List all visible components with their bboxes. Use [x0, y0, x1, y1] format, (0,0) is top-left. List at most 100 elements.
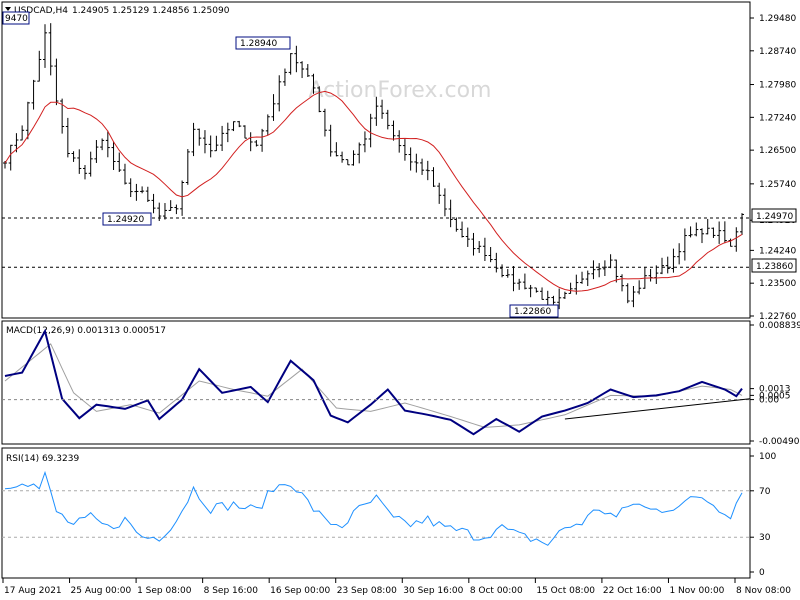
price-bar — [540, 287, 545, 300]
price-bar — [100, 138, 105, 151]
price-bar — [197, 128, 202, 146]
price-bar — [42, 24, 47, 68]
price-axis-label: 1.25740 — [759, 180, 796, 190]
annotation-high-1: 9470 — [2, 11, 30, 25]
price-bar — [134, 183, 139, 201]
price-bar — [20, 125, 25, 141]
price-bar — [334, 142, 339, 157]
price-bar — [322, 108, 327, 137]
price-bar — [168, 200, 173, 211]
price-bar — [477, 241, 482, 253]
macd-axis-label: 0.0005 — [759, 391, 791, 401]
price-bar — [77, 149, 82, 174]
rsi-axis-label: 0 — [759, 568, 765, 578]
header-symbol: USDCAD,H4 — [14, 6, 68, 16]
macd-axis-label: -0.004907 — [759, 437, 800, 447]
time-axis-label: 15 Oct 08:00 — [536, 586, 595, 596]
price-bar — [380, 99, 385, 119]
price-axis-label: 1.27980 — [759, 81, 796, 91]
price-bar — [122, 163, 127, 185]
price-bar — [231, 121, 236, 132]
price-bar — [414, 153, 419, 173]
support-price-tag: 1.23860 — [751, 258, 797, 273]
price-bar — [597, 263, 602, 278]
price-bar — [705, 218, 710, 235]
price-bar — [648, 268, 653, 282]
price-bar — [220, 125, 225, 151]
price-bar — [105, 130, 110, 158]
price-bar — [191, 122, 196, 157]
macd-title: MACD(12,26,9) 0.001313 0.000517 — [6, 326, 166, 336]
rsi-axis-label: 70 — [759, 487, 771, 497]
price-bar — [385, 109, 390, 130]
price-bar — [740, 213, 744, 235]
annotation-low-1-box — [102, 212, 152, 226]
macd-panel: MACD(12,26,9) 0.001313 0.000517 0.008839… — [1, 320, 800, 447]
price-bar — [591, 260, 596, 280]
price-bar — [488, 246, 493, 263]
price-bar — [71, 151, 76, 162]
price-bar — [482, 237, 487, 262]
price-bar — [631, 285, 636, 308]
price-bar — [682, 228, 687, 261]
price-bar — [145, 186, 150, 203]
rsi-line — [4, 470, 743, 546]
price-bar — [620, 274, 625, 292]
annotation-high-2-label: 1.28940 — [240, 39, 277, 49]
price-bar — [522, 273, 527, 290]
watermark: ActionForex.com — [309, 78, 492, 103]
price-bar — [37, 50, 42, 82]
price-bar — [448, 199, 453, 228]
price-bar — [374, 96, 379, 126]
price-bar — [162, 203, 167, 220]
annotation-high-2-box — [235, 36, 291, 50]
price-bar — [351, 150, 356, 166]
price-bar — [111, 141, 116, 171]
rsi-title: RSI(14) 69.3239 — [6, 454, 79, 464]
price-bar — [260, 128, 265, 152]
price-bar — [254, 140, 259, 147]
price-bar — [660, 257, 665, 275]
price-axis-label: 1.26500 — [759, 146, 796, 156]
price-bar — [568, 282, 573, 294]
collapse-arrow-icon[interactable] — [5, 7, 11, 11]
price-axis: 1.29480 1.28740 1.27980 1.27240 1.26500 1.257… — [750, 14, 796, 322]
time-axis-label: 16 Sep 00:00 — [270, 586, 330, 596]
price-bar — [437, 182, 442, 204]
price-bar — [625, 283, 630, 304]
annotation-high-2: 1.28940 — [235, 36, 291, 50]
price-bar — [357, 142, 362, 164]
annotation-high-1-label: 9470 — [5, 14, 28, 24]
header-ohlc: 1.24905 1.25129 1.24856 1.25090 — [72, 6, 230, 16]
time-axis: 17 Aug 2021 25 Aug 00:00 1 Sep 08:00 8 Sep … — [2, 578, 791, 596]
price-bar — [494, 252, 499, 273]
price-bar — [551, 295, 556, 305]
price-bar — [248, 132, 253, 152]
time-axis-label: 1 Sep 08:00 — [137, 586, 192, 596]
annotation-low-2-box — [509, 304, 559, 318]
header-title: USDCAD,H4 1.24905 1.25129 1.24856 1.25090 — [14, 6, 230, 16]
support-price-label: 1.23860 — [756, 262, 793, 272]
price-bar — [328, 124, 333, 157]
price-bar — [82, 165, 87, 180]
price-axis-label: 1.27240 — [759, 113, 796, 123]
rsi-panel-frame — [1, 447, 751, 579]
price-bar — [728, 238, 733, 247]
rsi-axis-label: 100 — [759, 452, 776, 462]
price-bar — [88, 151, 93, 177]
price-bar — [734, 227, 739, 252]
price-bar — [288, 53, 293, 75]
price-bar — [317, 86, 322, 113]
price-bar — [677, 243, 682, 265]
price-bar — [265, 114, 270, 136]
price-bar — [534, 287, 539, 293]
price-bar — [174, 204, 179, 215]
price-bar — [208, 135, 213, 158]
price-bar — [557, 288, 562, 310]
price-bar — [237, 120, 242, 128]
price-bar — [694, 222, 699, 237]
price-bar — [608, 254, 613, 269]
price-bar — [500, 264, 505, 278]
price-bar — [454, 217, 459, 232]
price-bar — [602, 260, 607, 276]
